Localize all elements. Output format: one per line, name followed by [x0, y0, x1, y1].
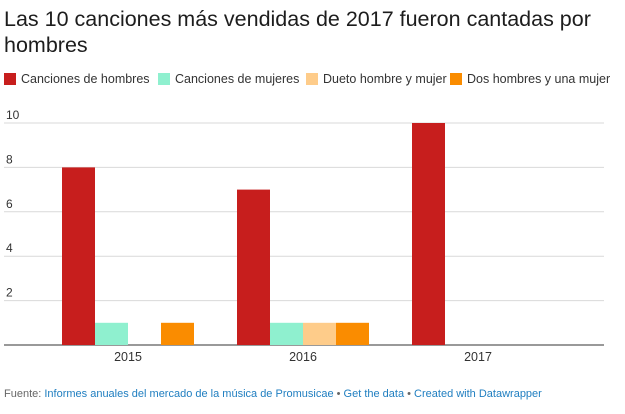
source-link[interactable]: Informes anuales del mercado de la músic…: [44, 388, 334, 400]
bar: [303, 322, 336, 345]
legend-label-hombres: Canciones de hombres: [21, 72, 150, 86]
legend-swatch-dos-hombres: [450, 73, 462, 85]
x-tick-label: 2017: [464, 350, 492, 364]
legend-swatch-mujeres: [158, 73, 170, 85]
legend-label-dueto: Dueto hombre y mujer: [323, 72, 447, 86]
bar: [336, 322, 369, 345]
y-tick-label: 6: [6, 197, 13, 211]
chart-footer: Fuente: Informes anuales del mercado de …: [4, 388, 542, 400]
legend-label-dos-hombres: Dos hombres y una mujer: [467, 72, 611, 86]
y-tick-label: 8: [6, 152, 13, 166]
y-tick-label: 2: [6, 286, 13, 300]
bar: [412, 123, 445, 345]
footer-separator: •: [333, 388, 344, 400]
x-tick-label: 2015: [114, 350, 142, 364]
bar-chart: 2 4 6 8 10 2015 2016 2017: [4, 108, 604, 364]
bar: [95, 322, 128, 345]
datawrapper-link[interactable]: Created with Datawrapper: [414, 388, 542, 400]
footer-prefix: Fuente:: [4, 388, 45, 400]
legend-item-mujeres: Canciones de mujeres: [158, 72, 299, 86]
footer-separator: •: [404, 388, 415, 400]
legend-item-hombres: Canciones de hombres: [4, 72, 150, 86]
legend-swatch-hombres: [4, 73, 16, 85]
get-data-link[interactable]: Get the data: [343, 388, 405, 400]
bar: [161, 322, 194, 345]
legend-swatch-dueto: [306, 73, 318, 85]
legend-item-dueto: Dueto hombre y mujer: [306, 72, 447, 86]
legend-label-mujeres: Canciones de mujeres: [175, 72, 300, 86]
bar: [62, 167, 95, 345]
bar: [237, 189, 270, 345]
chart-title: Las 10 canciones más vendidas de 2017 fu…: [4, 7, 591, 57]
y-tick-label: 4: [6, 241, 13, 255]
x-tick-label: 2016: [289, 350, 317, 364]
bar: [270, 322, 303, 345]
legend-item-dos-hombres: Dos hombres y una mujer: [450, 72, 610, 86]
y-tick-label: 10: [6, 108, 20, 122]
